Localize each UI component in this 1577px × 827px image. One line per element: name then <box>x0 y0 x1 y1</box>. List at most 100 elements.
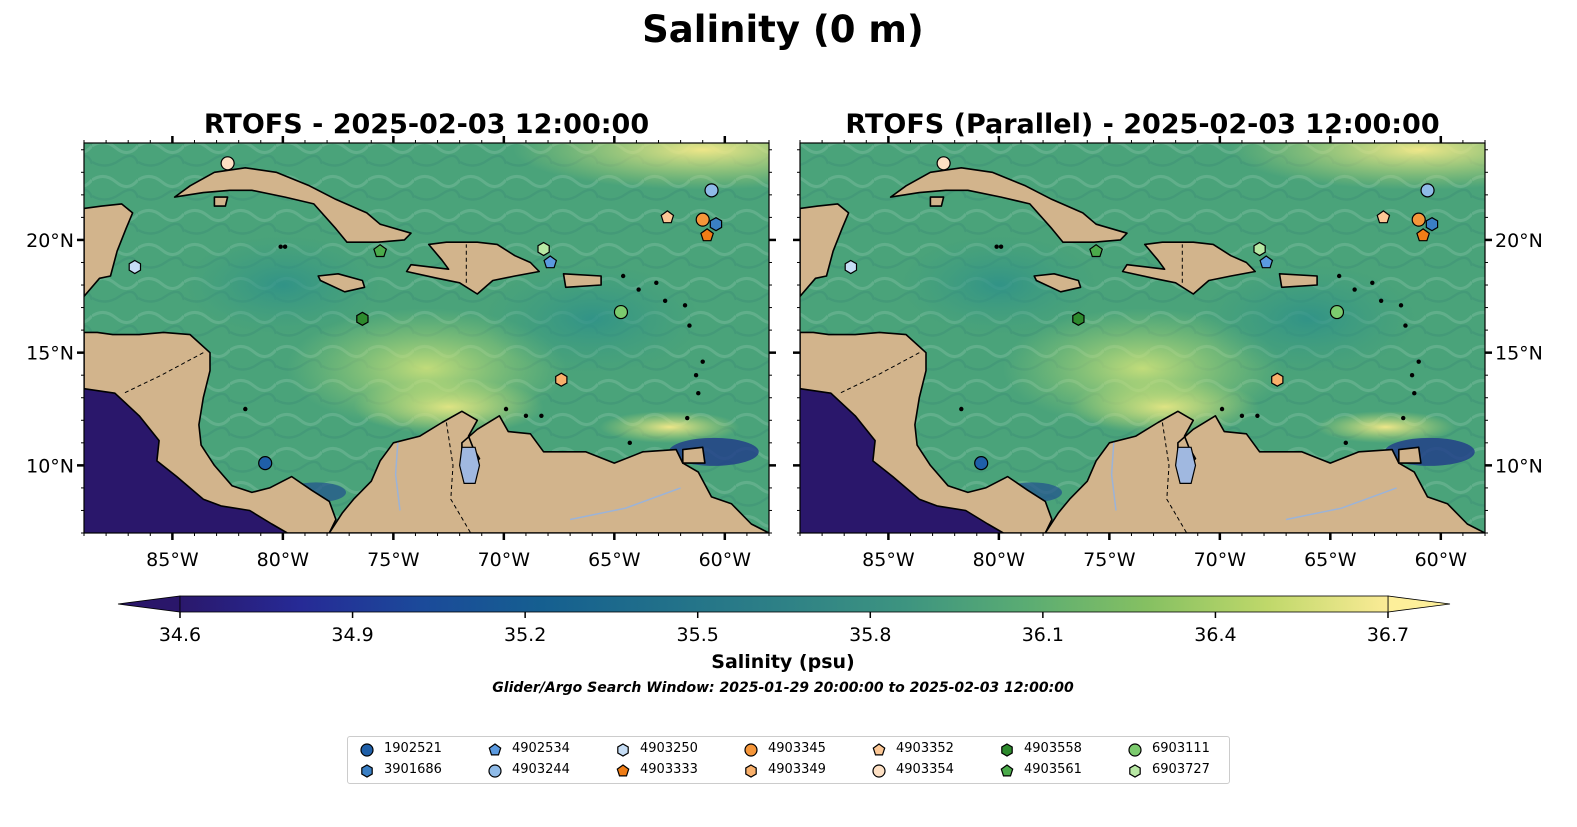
land-puerto-rico <box>1278 272 1318 289</box>
colorbar: 34.6 34.9 35.2 35.5 35.8 36.1 36.4 36.7 <box>117 595 1451 646</box>
island <box>282 244 288 249</box>
lat-tick-label: 20°N <box>1495 230 1543 252</box>
float-marker-4903561 <box>373 243 388 258</box>
float-marker-4903345 <box>695 212 710 227</box>
legend-marker-4903349 <box>745 764 757 778</box>
panel-title: RTOFS - 2025-02-03 12:00:00 <box>204 109 649 140</box>
island <box>1412 391 1417 396</box>
map-frame <box>83 142 770 534</box>
river <box>394 442 401 511</box>
island <box>523 413 529 418</box>
legend-marker-4903352 <box>872 743 886 756</box>
lon-tick-label: 75°W <box>1083 549 1136 571</box>
land-trinidad <box>1398 446 1422 464</box>
legend-marker-icon <box>1001 743 1013 757</box>
colorbar-tick-label: 35.2 <box>504 624 546 646</box>
float-marker-4903352 <box>660 210 675 224</box>
legend-marker-4903345 <box>744 743 758 757</box>
island <box>620 273 626 279</box>
lat-tick-label: 10°N <box>26 455 74 477</box>
figure-title: Salinity (0 m) <box>642 8 924 51</box>
island <box>1401 415 1406 421</box>
island <box>662 298 668 304</box>
island <box>243 406 248 412</box>
land-yucatan <box>800 203 850 298</box>
legend-marker-4902534 <box>488 743 502 756</box>
legend-marker-4903250 <box>617 743 629 757</box>
colorbar-extend-high <box>1387 595 1451 613</box>
legend-label: 4903345 <box>768 741 826 756</box>
float-marker-4903349 <box>555 372 568 387</box>
lon-tick-label: 65°W <box>588 549 641 571</box>
legend-marker-6903111 <box>1128 743 1142 757</box>
island <box>1255 413 1260 418</box>
river <box>1285 487 1397 521</box>
land-isle-youth <box>929 196 945 207</box>
legend-label: 4903333 <box>640 762 698 777</box>
panel-title: RTOFS (Parallel) - 2025-02-03 12:00:00 <box>845 109 1439 140</box>
island <box>1343 440 1348 446</box>
legend-label: 4903561 <box>1024 762 1082 777</box>
pacific-ocean <box>800 388 1004 533</box>
float-marker-4903558 <box>1072 311 1085 326</box>
river <box>569 487 681 521</box>
land-cuba <box>889 167 1128 243</box>
legend-marker-6903727 <box>1129 764 1141 778</box>
float-marker-1902521 <box>258 456 273 471</box>
land-hispaniola <box>1121 241 1256 295</box>
float-marker-4903349 <box>1271 372 1284 387</box>
legend-label: 4903349 <box>768 762 826 777</box>
colorbar-tick-label: 35.5 <box>677 624 719 646</box>
colorbar-tick-label: 36.4 <box>1194 624 1236 646</box>
land-cuba <box>173 167 412 243</box>
float-marker-3901686 <box>709 217 723 232</box>
float-marker-3901686 <box>1425 217 1439 232</box>
lon-tick-label: 60°W <box>1415 549 1468 571</box>
colorbar-gradient <box>179 595 1389 613</box>
float-marker-4903333 <box>1416 228 1431 242</box>
colorbar-tick-label: 36.1 <box>1022 624 1064 646</box>
island <box>693 372 699 378</box>
island <box>685 415 690 421</box>
legend-marker-icon <box>872 764 886 778</box>
float-marker-4903561 <box>1089 243 1104 258</box>
island <box>682 303 688 308</box>
legend-marker-3901686 <box>361 764 373 778</box>
island <box>1336 273 1342 279</box>
land-puerto-rico <box>562 272 602 289</box>
legend-marker-4903244 <box>488 764 502 778</box>
legend-marker-icon <box>488 764 502 778</box>
lon-tick-label: 85°W <box>862 549 915 571</box>
land-south-america <box>328 410 769 533</box>
map-panel-2: RTOFS (Parallel) - 2025-02-03 12:00:00 85… <box>793 109 1543 571</box>
float-marker-4903354 <box>220 156 235 171</box>
island <box>687 323 692 328</box>
legend-label: 6903111 <box>1152 741 1210 756</box>
island <box>1370 280 1375 285</box>
lon-tick-label: 80°W <box>973 549 1026 571</box>
lat-tick-label: 15°N <box>1495 343 1543 365</box>
island <box>654 280 659 285</box>
island <box>278 244 283 249</box>
land-hispaniola <box>405 241 541 295</box>
float-legend: 1902521 3901686 4902534 4903244 4903250 49033… <box>347 736 1230 784</box>
legend-label: 4903354 <box>896 762 954 777</box>
map-frame <box>799 142 1486 534</box>
island <box>503 406 509 412</box>
lon-tick-label: 65°W <box>1304 549 1357 571</box>
country-border <box>123 352 204 394</box>
island <box>627 440 632 446</box>
legend-marker-4903333 <box>616 764 630 777</box>
legend-marker-icon <box>617 743 629 757</box>
colorbar-tick-label: 36.7 <box>1367 624 1409 646</box>
country-border <box>839 352 920 394</box>
island <box>539 413 544 418</box>
float-marker-4902534 <box>543 255 558 269</box>
float-marker-1902521 <box>974 456 989 471</box>
legend-marker-4903354 <box>872 764 886 778</box>
legend-marker-icon <box>360 743 374 757</box>
land-jamaica <box>1033 272 1082 293</box>
land-south-america <box>1044 410 1485 533</box>
legend-marker-1902521 <box>360 743 374 757</box>
colorbar-tick-label: 35.8 <box>849 624 891 646</box>
